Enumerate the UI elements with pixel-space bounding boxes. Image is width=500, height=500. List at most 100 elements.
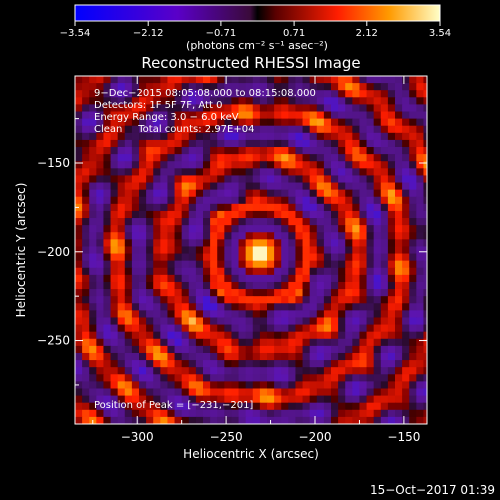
heatmap-cell bbox=[338, 168, 346, 176]
heatmap-cell bbox=[146, 147, 154, 155]
heatmap-cell bbox=[409, 246, 417, 255]
heatmap-cell bbox=[380, 374, 389, 382]
heatmap-cell bbox=[188, 324, 197, 333]
heatmap-cell bbox=[160, 132, 168, 141]
heatmap-cell bbox=[302, 402, 311, 411]
heatmap-cell bbox=[295, 274, 304, 283]
heatmap-cell bbox=[146, 260, 154, 269]
heatmap-cell bbox=[252, 225, 261, 233]
heatmap-cell bbox=[409, 402, 417, 411]
heatmap-cell bbox=[124, 388, 133, 397]
heatmap-cell bbox=[373, 246, 382, 255]
heatmap-cell bbox=[373, 374, 382, 382]
heatmap-cell bbox=[245, 97, 254, 105]
heatmap-cell bbox=[387, 203, 396, 212]
heatmap-cell bbox=[288, 239, 296, 247]
heatmap-cell bbox=[188, 111, 197, 120]
heatmap-cell bbox=[174, 203, 183, 212]
heatmap-cell bbox=[117, 104, 126, 113]
heatmap-cell bbox=[174, 310, 183, 318]
heatmap-cell bbox=[224, 196, 232, 205]
heatmap-cell bbox=[124, 310, 133, 318]
heatmap-cell bbox=[174, 388, 183, 397]
heatmap-cell bbox=[245, 132, 254, 141]
heatmap-cell bbox=[195, 416, 204, 424]
heatmap-cell bbox=[331, 367, 339, 375]
heatmap-cell bbox=[380, 274, 389, 283]
heatmap-cell bbox=[359, 90, 368, 98]
heatmap-cell bbox=[245, 232, 254, 240]
heatmap-cell bbox=[224, 331, 232, 340]
heatmap-cell bbox=[309, 345, 318, 354]
heatmap-cell bbox=[309, 76, 318, 84]
heatmap-cell bbox=[188, 175, 197, 184]
heatmap-cell bbox=[345, 281, 353, 290]
heatmap-cell bbox=[195, 118, 204, 127]
heatmap-cell bbox=[331, 132, 339, 141]
heatmap-cell bbox=[267, 274, 275, 283]
heatmap-cell bbox=[89, 253, 97, 262]
heatmap-cell bbox=[309, 402, 318, 411]
heatmap-cell bbox=[231, 324, 240, 333]
heatmap-cell bbox=[259, 139, 268, 148]
heatmap-cell bbox=[302, 409, 311, 418]
heatmap-cell bbox=[281, 310, 289, 318]
heatmap-cell bbox=[103, 76, 112, 84]
heatmap-cell bbox=[416, 118, 424, 127]
heatmap-cell bbox=[117, 374, 126, 382]
heatmap-cell bbox=[380, 76, 389, 84]
heatmap-cell bbox=[316, 111, 325, 120]
heatmap-cell bbox=[416, 345, 424, 354]
heatmap-cell bbox=[409, 388, 417, 397]
heatmap-cell bbox=[167, 218, 176, 226]
heatmap-cell bbox=[267, 118, 275, 127]
heatmap-cell bbox=[338, 239, 346, 247]
heatmap-cell bbox=[203, 90, 211, 98]
heatmap-cell bbox=[402, 395, 410, 404]
heatmap-cell bbox=[89, 360, 97, 368]
heatmap-cell bbox=[316, 154, 325, 162]
heatmap-cell bbox=[167, 97, 176, 105]
heatmap-cell bbox=[103, 374, 112, 382]
heatmap-cell bbox=[359, 168, 368, 176]
heatmap-cell bbox=[103, 154, 112, 162]
heatmap-cell bbox=[387, 118, 396, 127]
heatmap-cell bbox=[423, 416, 427, 424]
heatmap-cell bbox=[267, 296, 275, 304]
heatmap-cell bbox=[96, 253, 104, 262]
heatmap-cell bbox=[309, 253, 318, 262]
heatmap-cell bbox=[423, 161, 427, 169]
heatmap-cell bbox=[274, 296, 282, 304]
heatmap-cell bbox=[259, 210, 268, 219]
heatmap-cell bbox=[203, 232, 211, 240]
heatmap-cell bbox=[217, 367, 225, 375]
heatmap-cell bbox=[146, 218, 154, 226]
heatmap-cell bbox=[309, 395, 318, 404]
heatmap-cell bbox=[387, 310, 396, 318]
heatmap-cell bbox=[82, 161, 90, 169]
heatmap-cell bbox=[281, 324, 289, 333]
heatmap-cell bbox=[288, 345, 296, 354]
heatmap-cell bbox=[295, 331, 304, 340]
heatmap-cell bbox=[75, 139, 83, 148]
heatmap-cell bbox=[409, 168, 417, 176]
heatmap-cell bbox=[331, 310, 339, 318]
heatmap-cell bbox=[366, 416, 375, 424]
heatmap-cell bbox=[75, 289, 83, 297]
heatmap-cell bbox=[82, 232, 90, 240]
heatmap-cell bbox=[103, 161, 112, 169]
heatmap-cell bbox=[387, 97, 396, 105]
heatmap-cell bbox=[131, 182, 140, 191]
heatmap-cell bbox=[380, 196, 389, 205]
heatmap-cell bbox=[309, 416, 318, 424]
heatmap-cell bbox=[267, 97, 275, 105]
heatmap-cell bbox=[245, 374, 254, 382]
heatmap-cell bbox=[96, 260, 104, 269]
heatmap-cell bbox=[281, 338, 289, 347]
heatmap-cell bbox=[110, 246, 119, 255]
heatmap-cell bbox=[288, 76, 296, 84]
heatmap-cell bbox=[75, 388, 83, 397]
heatmap-cell bbox=[160, 253, 168, 262]
heatmap-cell bbox=[203, 416, 211, 424]
heatmap-cell bbox=[124, 260, 133, 269]
